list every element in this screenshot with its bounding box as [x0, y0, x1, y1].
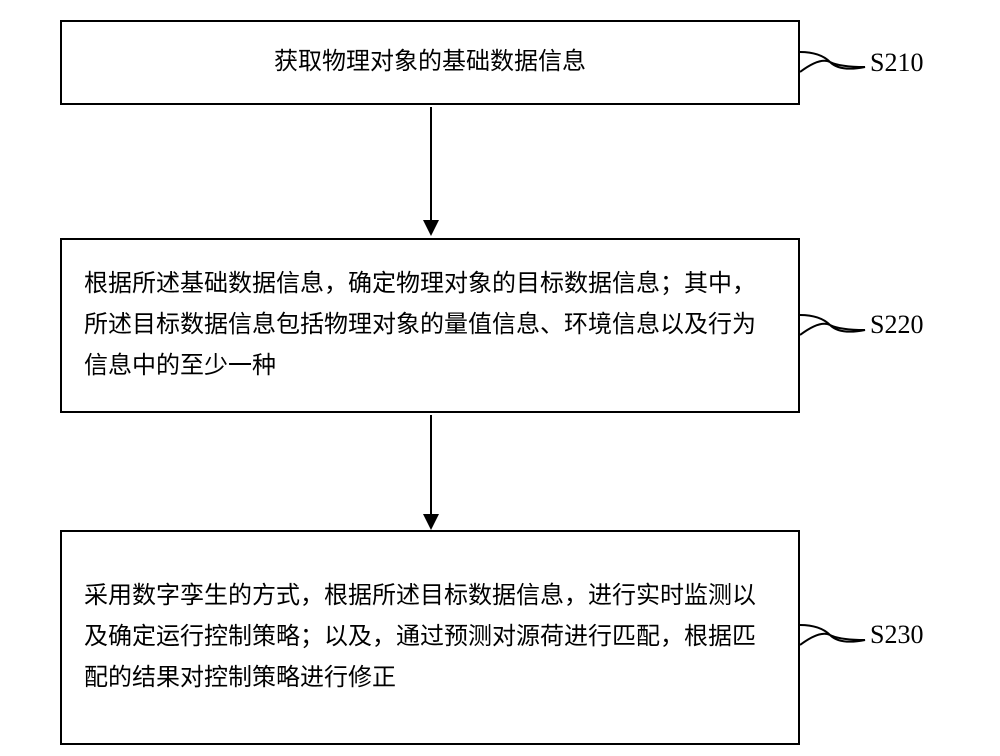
connector-3: [800, 615, 870, 655]
arrow-2-line: [430, 415, 432, 514]
arrow-2-head: [423, 514, 439, 530]
connector-2: [800, 305, 870, 345]
flowchart-step-1: 获取物理对象的基础数据信息: [60, 20, 800, 105]
step-1-label: S210: [870, 48, 923, 78]
flowchart-step-2: 根据所述基础数据信息，确定物理对象的目标数据信息；其中，所述目标数据信息包括物理…: [60, 238, 800, 413]
arrow-1-head: [423, 220, 439, 236]
step-1-text: 获取物理对象的基础数据信息: [274, 42, 586, 83]
step-2-label: S220: [870, 310, 923, 340]
flowchart-step-3: 采用数字孪生的方式，根据所述目标数据信息，进行实时监测以及确定运行控制策略；以及…: [60, 530, 800, 745]
step-3-text: 采用数字孪生的方式，根据所述目标数据信息，进行实时监测以及确定运行控制策略；以及…: [84, 576, 776, 698]
step-3-label: S230: [870, 620, 923, 650]
step-2-text: 根据所述基础数据信息，确定物理对象的目标数据信息；其中，所述目标数据信息包括物理…: [84, 264, 776, 386]
arrow-1-line: [430, 107, 432, 220]
connector-1: [800, 42, 870, 82]
